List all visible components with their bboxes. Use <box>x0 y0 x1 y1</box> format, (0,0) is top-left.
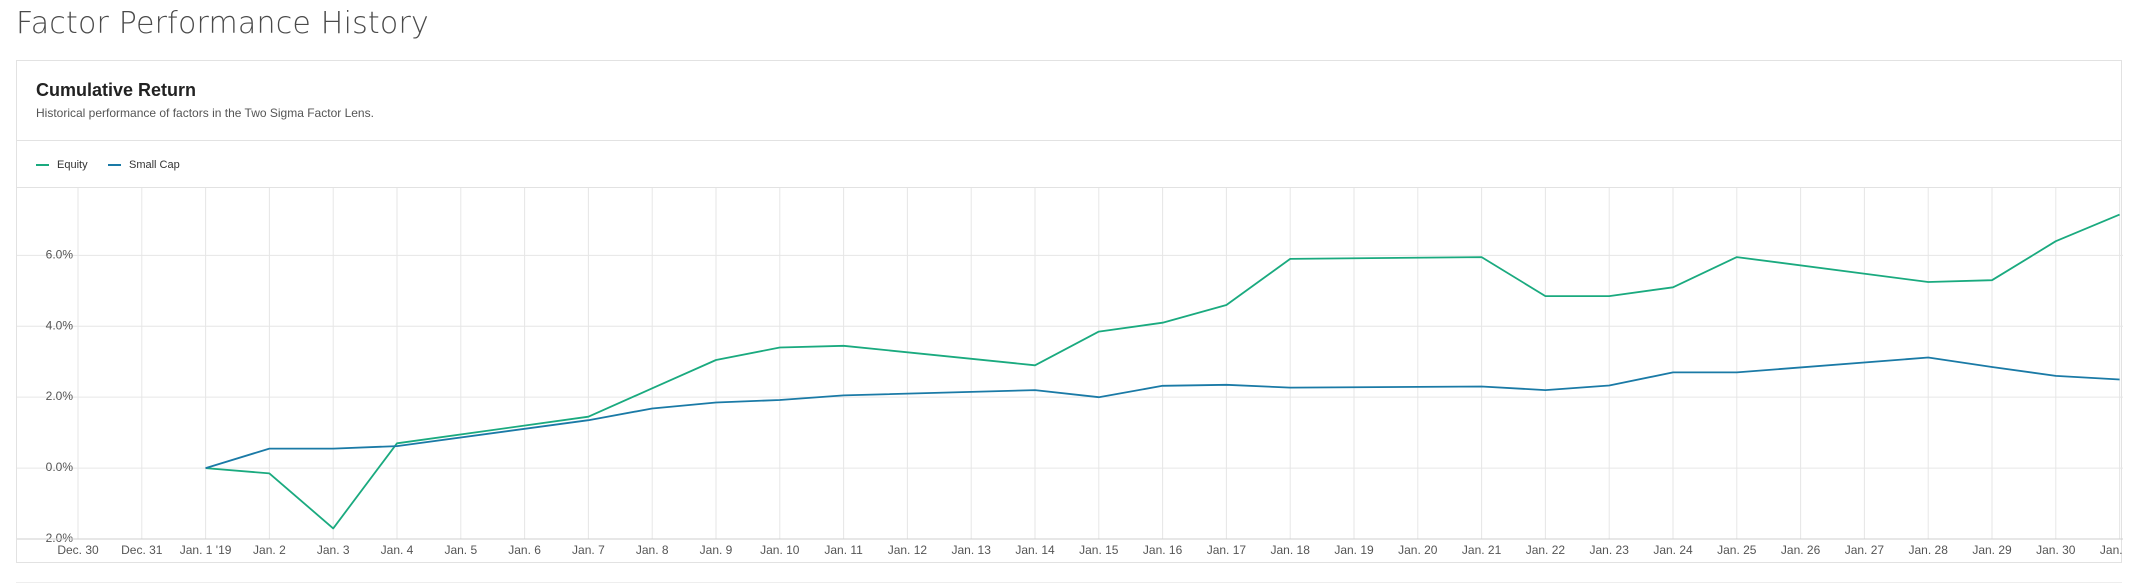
x-tick-label: Jan. 11 <box>824 543 863 557</box>
x-tick-label: Jan. 18 <box>1271 543 1311 557</box>
x-tick-label: Jan. 22 <box>1526 543 1566 557</box>
x-tick-label: Jan. 25 <box>1717 543 1757 557</box>
legend-label-small-cap: Small Cap <box>129 159 180 171</box>
x-tick-label: Jan. 23 <box>1590 543 1630 557</box>
y-tick-label: 0.0% <box>46 460 74 474</box>
x-tick-label: Jan. 1 '19 <box>180 543 232 557</box>
line-chart: -2.0% 0.0% 2.0% 4.0% 6.0% Dec. 30 Dec. 31 Jan. … <box>17 188 2138 557</box>
x-tick-label: Jan. 12 <box>888 543 928 557</box>
chart-card: Cumulative Return Historical performance… <box>16 60 2138 564</box>
x-tick-label: Jan. 20 <box>1398 543 1438 557</box>
legend-label-equity: Equity <box>57 159 88 171</box>
y-tick-label: 4.0% <box>46 318 74 332</box>
legend-swatch-equity <box>36 164 49 166</box>
chart-legend: Equity Small Cap <box>17 141 2121 188</box>
y-tick-label: -2.0% <box>42 531 74 545</box>
x-tick-label: Jan. 6 <box>508 543 541 557</box>
x-tick-label: Jan. 4 <box>381 543 414 557</box>
legend-item-small-cap[interactable]: Small Cap <box>108 159 180 171</box>
x-tick-label: Jan. 2 <box>253 543 286 557</box>
x-tick-label: Jan. 8 <box>636 543 669 557</box>
x-tick-label: Jan. 16 <box>1143 543 1183 557</box>
x-tick-label: Jan. 3 <box>317 543 350 557</box>
card-subtitle: Historical performance of factors in the… <box>36 106 374 120</box>
x-tick-label: Jan. 5 <box>444 543 477 557</box>
x-tick-label: Jan. 21 <box>1462 543 1502 557</box>
x-tick-label: Jan. 9 <box>700 543 733 557</box>
card-header: Cumulative Return Historical performance… <box>17 61 2121 141</box>
x-tick-label: Jan. 26 <box>1781 543 1821 557</box>
series-line-small-cap <box>205 356 2120 469</box>
x-tick-label: Jan. 17 <box>1207 543 1247 557</box>
x-tick-label: Jan. 14 <box>1015 543 1055 557</box>
x-tick-label: Jan. 30 <box>2036 543 2076 557</box>
y-tick-label: 2.0% <box>46 389 74 403</box>
x-tick-label: Jan. 31 <box>2100 543 2123 557</box>
x-tick-label: Jan. 24 <box>1653 543 1693 557</box>
x-tick-label: Jan. 29 <box>1972 543 2012 557</box>
x-tick-label: Jan. 19 <box>1334 543 1374 557</box>
x-tick-label: Jan. 27 <box>1845 543 1885 557</box>
divider <box>16 582 2122 583</box>
x-tick-label: Jan. 28 <box>1909 543 1949 557</box>
series-line-equity <box>205 213 2120 530</box>
chart-area: -2.0% 0.0% 2.0% 4.0% 6.0% Dec. 30 Dec. 31 Jan. … <box>17 188 2138 564</box>
x-tick-label: Dec. 31 <box>121 543 163 557</box>
x-tick-label: Jan. 10 <box>760 543 800 557</box>
card-title: Cumulative Return <box>36 80 197 100</box>
x-tick-label: Dec. 30 <box>57 543 99 557</box>
legend-item-equity[interactable]: Equity <box>36 159 88 171</box>
x-tick-label: Jan. 13 <box>952 543 992 557</box>
legend-swatch-small-cap <box>108 164 121 166</box>
x-tick-label: Jan. 7 <box>572 543 605 557</box>
page-title: Factor Performance History <box>16 6 429 41</box>
x-tick-label: Jan. 15 <box>1079 543 1119 557</box>
y-tick-label: 6.0% <box>46 247 74 261</box>
